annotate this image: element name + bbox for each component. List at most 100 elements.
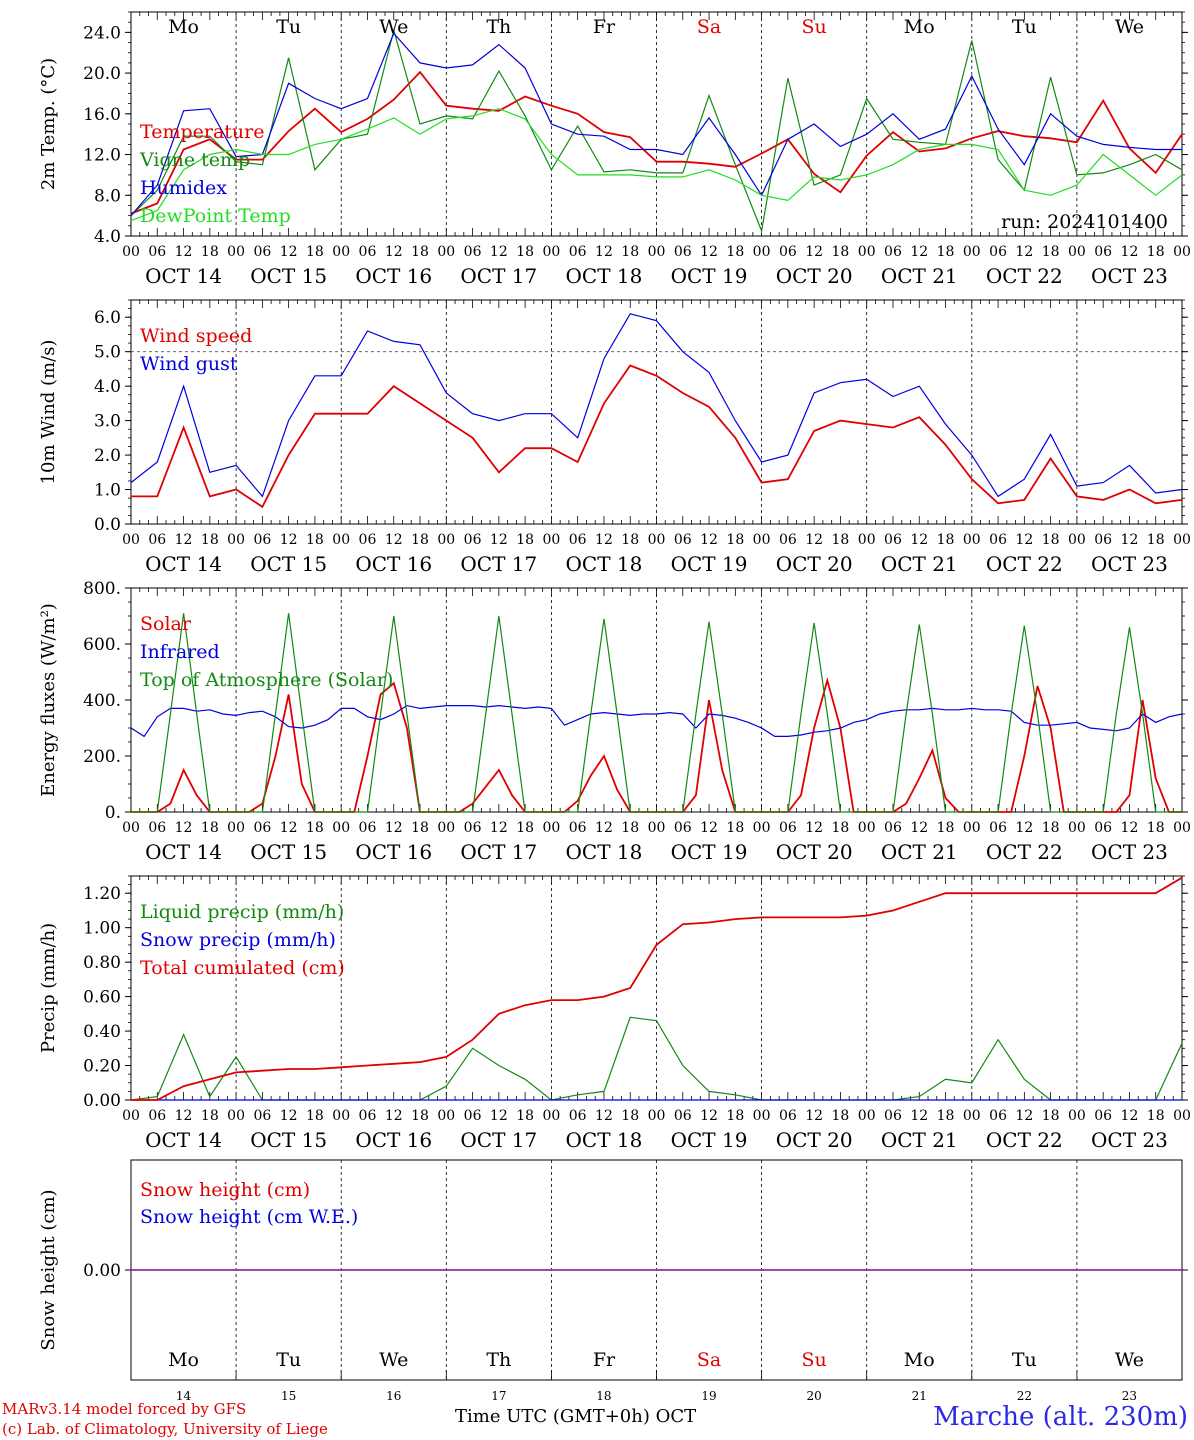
- weekday-label: We: [379, 16, 408, 38]
- hour-tick-label: 06: [1094, 532, 1112, 548]
- weekday-label: Tu: [276, 1349, 301, 1371]
- hour-tick-label: 06: [674, 820, 692, 836]
- legend-entry: Snow precip (mm/h): [140, 929, 336, 951]
- hour-tick-label: 12: [595, 820, 613, 836]
- hour-tick-label: 18: [832, 1108, 850, 1124]
- series-line: [130, 313, 1183, 498]
- hour-tick-label: 18: [832, 820, 850, 836]
- hour-tick-label: 12: [595, 244, 613, 260]
- hour-tick-label: 18: [516, 1108, 534, 1124]
- hour-tick-label: 00: [122, 820, 140, 836]
- y-tick-label: 0.00: [83, 1091, 121, 1111]
- date-label: OCT 23: [1091, 552, 1168, 576]
- date-label: OCT 20: [776, 1128, 853, 1152]
- weekday-label: Mo: [168, 1349, 199, 1371]
- hour-tick-label: 00: [648, 532, 666, 548]
- hour-tick-label: 00: [1173, 1108, 1191, 1124]
- y-tick-label: 400.: [83, 691, 121, 711]
- y-tick-label: 0.40: [83, 1022, 121, 1042]
- hour-tick-label: 12: [700, 244, 718, 260]
- hour-tick-label: 00: [963, 1108, 981, 1124]
- hour-tick-label: 00: [437, 532, 455, 548]
- day-number-label: 22: [1017, 1389, 1032, 1403]
- hour-tick-label: 12: [1121, 1108, 1139, 1124]
- hour-tick-label: 18: [1042, 1108, 1060, 1124]
- hour-tick-label: 06: [674, 532, 692, 548]
- weekday-label: Su: [802, 1349, 827, 1371]
- hour-tick-label: 00: [858, 532, 876, 548]
- date-label: OCT 16: [355, 840, 432, 864]
- hour-tick-label: 06: [674, 1108, 692, 1124]
- hour-tick-label: 06: [569, 244, 587, 260]
- hour-tick-label: 12: [910, 1108, 928, 1124]
- hour-tick-label: 18: [1042, 532, 1060, 548]
- weekday-label: Mo: [168, 16, 199, 38]
- hour-tick-label: 18: [411, 244, 429, 260]
- hour-tick-label: 06: [1094, 820, 1112, 836]
- y-tick-label: 600.: [83, 635, 121, 655]
- date-label: OCT 14: [145, 552, 222, 576]
- date-label: OCT 18: [566, 1128, 643, 1152]
- date-label: OCT 15: [250, 264, 327, 288]
- date-label: OCT 20: [776, 264, 853, 288]
- hour-tick-label: 18: [937, 1108, 955, 1124]
- date-label: OCT 23: [1091, 840, 1168, 864]
- hour-tick-label: 12: [595, 1108, 613, 1124]
- hour-tick-label: 12: [175, 244, 193, 260]
- y-tick-label: 0.80: [83, 953, 121, 973]
- hour-tick-label: 12: [280, 532, 298, 548]
- date-label: OCT 19: [671, 840, 748, 864]
- legend-entry: Vigne temp: [139, 149, 250, 171]
- hour-tick-label: 12: [385, 820, 403, 836]
- series-line: [131, 613, 1182, 813]
- hour-tick-label: 00: [332, 532, 350, 548]
- date-label: OCT 20: [776, 840, 853, 864]
- hour-tick-label: 18: [832, 244, 850, 260]
- hour-tick-label: 06: [148, 532, 166, 548]
- hour-tick-label: 18: [201, 532, 219, 548]
- date-label: OCT 21: [881, 840, 958, 864]
- date-label: OCT 23: [1091, 264, 1168, 288]
- hour-tick-label: 12: [700, 532, 718, 548]
- hour-tick-label: 00: [858, 244, 876, 260]
- weekday-label: Tu: [276, 16, 301, 38]
- hour-tick-label: 00: [332, 244, 350, 260]
- series-line: [130, 108, 1183, 222]
- hour-tick-label: 00: [542, 1108, 560, 1124]
- hour-tick-label: 06: [989, 532, 1007, 548]
- panel-3: [125, 587, 1188, 813]
- y-tick-label: 3.0: [94, 412, 121, 432]
- date-label: OCT 22: [986, 264, 1063, 288]
- hour-tick-label: 06: [253, 532, 271, 548]
- hour-tick-label: 18: [937, 244, 955, 260]
- hour-tick-label: 12: [280, 1108, 298, 1124]
- legend-entry: Top of Atmosphere (Solar): [140, 669, 393, 691]
- date-label: OCT 18: [566, 264, 643, 288]
- hour-tick-label: 06: [464, 1108, 482, 1124]
- hour-tick-label: 12: [175, 532, 193, 548]
- series-line: [130, 704, 1183, 738]
- hour-tick-label: 12: [910, 244, 928, 260]
- hour-tick-label: 00: [648, 820, 666, 836]
- day-number-label: 17: [491, 1389, 506, 1403]
- hour-tick-label: 18: [201, 820, 219, 836]
- date-label: OCT 21: [881, 1128, 958, 1152]
- hour-tick-label: 00: [1173, 244, 1191, 260]
- hour-tick-label: 06: [1094, 1108, 1112, 1124]
- hour-tick-label: 00: [437, 244, 455, 260]
- hour-tick-label: 12: [595, 532, 613, 548]
- hour-tick-label: 06: [464, 244, 482, 260]
- legend-entry: DewPoint Temp: [140, 205, 291, 227]
- hour-tick-label: 18: [1147, 532, 1165, 548]
- weekday-label: Sa: [697, 1349, 721, 1371]
- hour-tick-label: 12: [490, 1108, 508, 1124]
- hour-tick-label: 12: [700, 1108, 718, 1124]
- hour-tick-label: 06: [989, 820, 1007, 836]
- hour-tick-label: 00: [858, 1108, 876, 1124]
- panel-5: [125, 1159, 1188, 1381]
- hour-tick-label: 06: [884, 244, 902, 260]
- y-tick-label: 4.0: [94, 227, 121, 247]
- y-tick-label: 1.0: [94, 481, 121, 501]
- hour-tick-label: 18: [937, 532, 955, 548]
- hour-tick-label: 12: [490, 532, 508, 548]
